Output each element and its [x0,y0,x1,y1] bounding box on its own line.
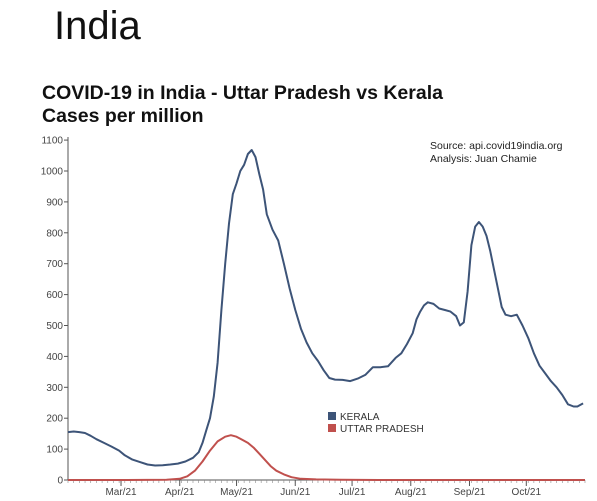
y-tick-label: 600 [46,290,63,301]
x-tick-label: Jul/21 [339,487,366,498]
y-tick-label: 100 [46,445,63,456]
series-line-uttar-pradesh [68,434,585,481]
series-lines [67,149,585,481]
y-tick-label: 700 [46,259,63,270]
source-line: Source: api.covid19india.org [430,140,563,152]
legend-swatch [328,424,336,432]
y-tick-label: 900 [46,197,63,208]
x-tick-label: Sep/21 [454,487,486,498]
y-tick-label: 300 [46,383,63,394]
y-tick-label: 200 [46,414,63,425]
chart-title: COVID-19 in India - Uttar Pradesh vs Ker… [42,82,443,104]
analysis-line: Analysis: Juan Chamie [430,153,537,165]
x-tick-label: Aug/21 [395,487,427,498]
source-note: Source: api.covid19india.org Analysis: J… [430,140,563,166]
axes: 0 100 200 300 400 500 600 700 800 900 1000 1100 Mar/… [41,136,586,498]
legend-label: UTTAR PRADESH [340,424,424,435]
y-tick-label: 500 [46,321,63,332]
legend-swatch [328,412,336,420]
y-tick-label: 400 [46,352,63,363]
slide-title: India [54,4,141,48]
x-tick-label: Mar/21 [105,487,137,498]
x-tick-label: May/21 [220,487,253,498]
x-tick-label: Oct/21 [512,487,542,498]
legend-label: KERALA [340,412,380,423]
chart-subtitle: Cases per million [42,105,204,127]
y-tick-label: 1000 [41,166,64,177]
y-tick-label: 800 [46,228,63,239]
y-tick-label: 1100 [41,136,63,147]
x-tick-label: Jun/21 [280,487,310,498]
series-line-kerala [67,149,584,467]
x-tick-label: Apr/21 [165,487,195,498]
y-tick-label: 0 [57,476,63,487]
